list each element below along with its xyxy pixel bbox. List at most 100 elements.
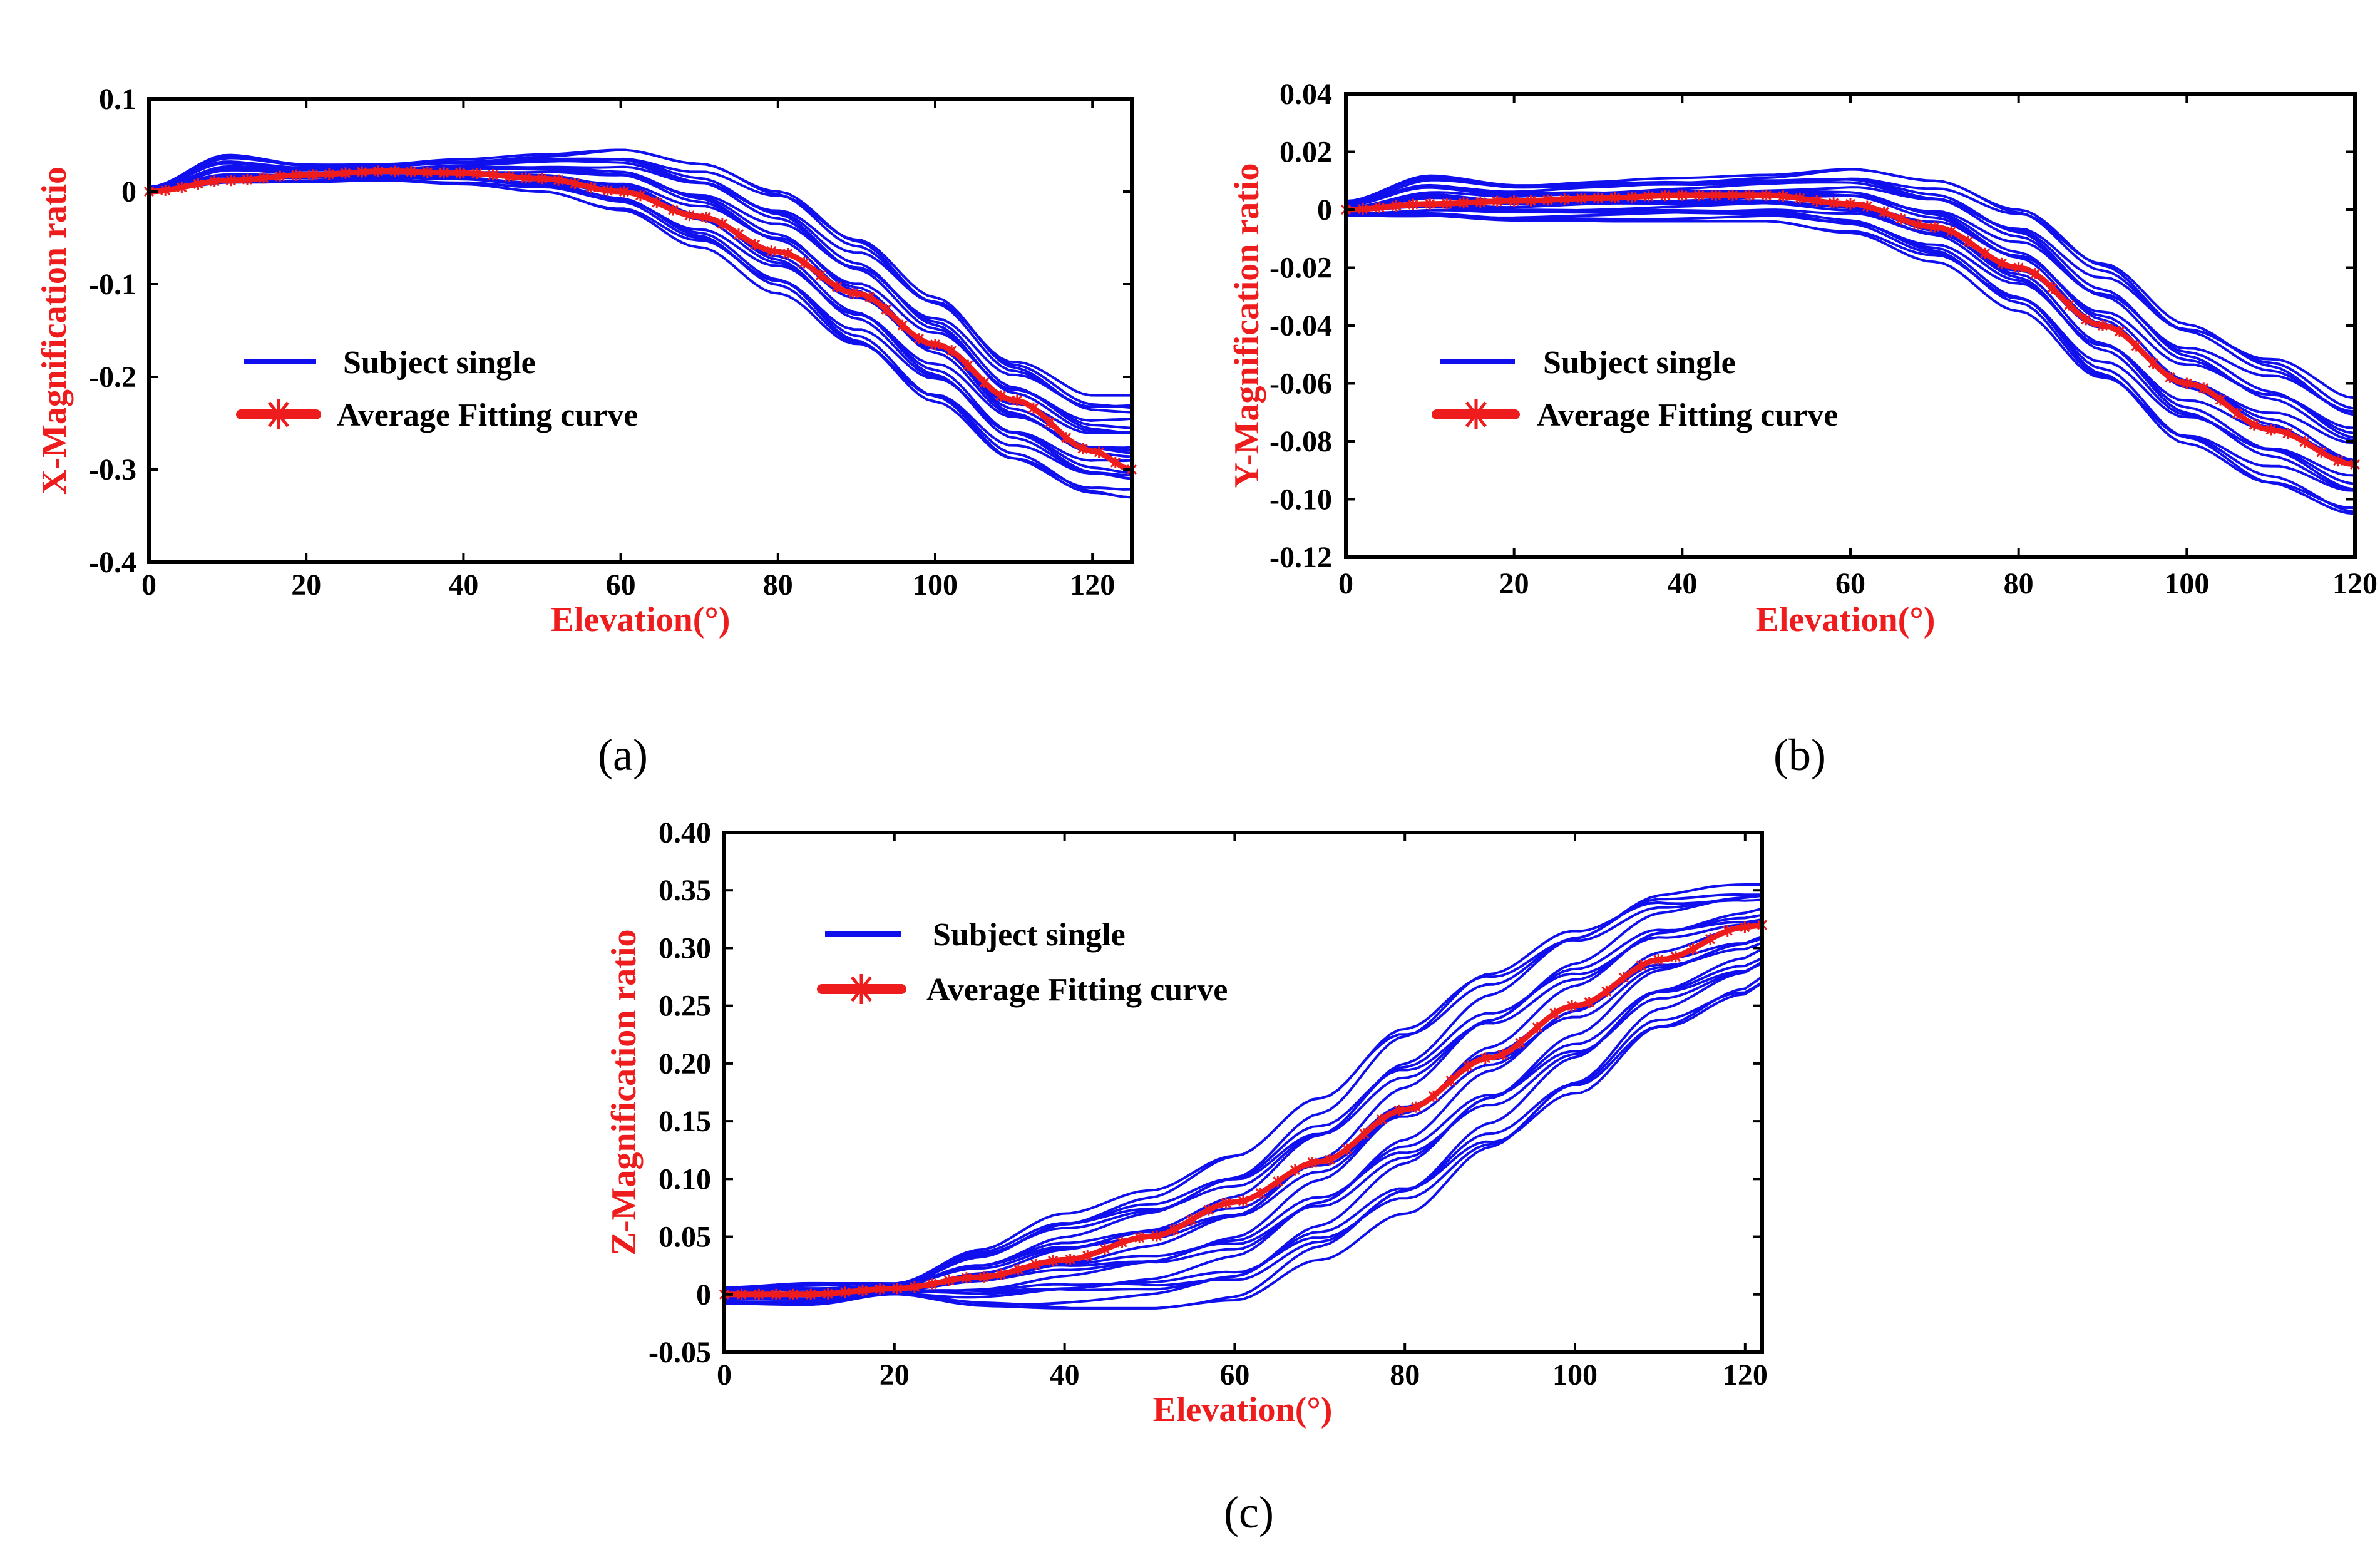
average-marker-c xyxy=(1428,1090,1439,1102)
subject-curve-c-22 xyxy=(724,883,1762,1290)
x-tick-label-c: 0 xyxy=(717,1358,732,1392)
subject-curve-c-2 xyxy=(724,982,1763,1310)
average-marker-a xyxy=(881,304,891,316)
x-tick-label-a: 40 xyxy=(448,568,478,602)
average-marker-a xyxy=(193,178,203,190)
average-marker-a xyxy=(913,333,924,345)
average-marker-b xyxy=(2215,394,2226,406)
average-marker-a xyxy=(373,165,384,177)
average-marker-b xyxy=(1694,189,1705,201)
average-marker-c xyxy=(909,1281,920,1293)
average-marker-b xyxy=(2316,446,2327,458)
average-marker-a xyxy=(1061,432,1072,444)
average-marker-b xyxy=(1711,189,1721,201)
chart-panel-c: 0.400.350.300.250.200.150.100.050-0.050 2… xyxy=(605,816,1768,1537)
average-marker-a xyxy=(995,390,1006,402)
average-marker-b xyxy=(1895,213,1906,225)
chart-panel-a: 0.10-0.1-0.2-0.3-0.40 20 40 60 80 100 120 Elev… xyxy=(35,83,1137,780)
average-marker-c xyxy=(1082,1250,1093,1261)
average-marker-b xyxy=(1963,235,1974,247)
average-marker-a xyxy=(602,185,613,197)
average-marker-a xyxy=(225,175,236,187)
average-marker-a xyxy=(307,169,318,181)
average-marker-c xyxy=(875,1283,885,1295)
average-marker-c xyxy=(1584,997,1594,1008)
average-marker-a xyxy=(864,291,875,303)
average-marker-c xyxy=(1722,925,1733,937)
average-marker-c xyxy=(1186,1214,1197,1226)
average-marker-c xyxy=(1393,1104,1404,1116)
average-marker-c xyxy=(1134,1232,1145,1244)
panel-label-c: (c) xyxy=(1224,1487,1274,1537)
average-marker-a xyxy=(1045,416,1055,428)
average-marker-c xyxy=(1566,1000,1577,1012)
series-layer-b xyxy=(1340,168,2361,515)
average-marker-b xyxy=(2097,320,2108,331)
average-marker-c xyxy=(806,1288,816,1300)
legend-label-subject-a: Subject single xyxy=(343,345,536,381)
y-tick-label-c: 0 xyxy=(696,1278,711,1311)
average-marker-a xyxy=(815,269,826,281)
average-marker-a xyxy=(930,339,941,351)
y-tick-label-c: 0.20 xyxy=(659,1047,711,1080)
average-marker-c xyxy=(1670,951,1681,963)
x-tick-label-b: 0 xyxy=(1338,567,1353,600)
average-marker-a xyxy=(684,210,695,222)
average-marker-b xyxy=(1357,203,1368,215)
subject-curve-c-5 xyxy=(724,957,1763,1303)
average-marker-a xyxy=(406,166,416,178)
average-marker-c xyxy=(771,1288,781,1300)
average-marker-c xyxy=(1151,1230,1162,1242)
average-marker-b xyxy=(1391,200,1402,212)
average-marker-a xyxy=(1110,456,1121,468)
average-marker-b xyxy=(1660,190,1671,202)
average-marker-b xyxy=(1626,191,1637,203)
average-marker-b xyxy=(2198,382,2209,394)
average-marker-c xyxy=(1203,1204,1214,1216)
average-marker-c xyxy=(1377,1113,1387,1125)
legend-label-average-a: Average Fitting curve xyxy=(337,398,638,433)
average-marker-b xyxy=(1559,193,1570,205)
x-tick-label-c: 40 xyxy=(1050,1358,1080,1392)
average-marker-c xyxy=(1169,1224,1179,1236)
average-marker-a xyxy=(209,175,220,187)
x-tick-label-b: 100 xyxy=(2164,567,2209,600)
x-axis-label-a: Elevation(°) xyxy=(551,600,731,639)
average-marker-c xyxy=(1618,972,1629,983)
x-tick-label-b: 20 xyxy=(1499,567,1529,600)
subject-curve-b-13 xyxy=(1345,190,2356,444)
average-marker-b xyxy=(2064,299,2075,311)
average-marker-b xyxy=(2131,340,2141,352)
average-marker-a xyxy=(1077,443,1088,454)
ticks-layer-a: 0.10-0.1-0.2-0.3-0.40 20 40 60 80 100 120 xyxy=(89,83,1132,602)
average-marker-b xyxy=(2081,314,2091,326)
average-marker-a xyxy=(160,185,171,197)
average-marker-a xyxy=(848,287,859,299)
average-marker-c xyxy=(1636,960,1646,972)
subject-curve-c-14 xyxy=(724,913,1763,1296)
series-layer-a xyxy=(143,148,1137,499)
average-marker-c xyxy=(823,1288,833,1300)
average-marker-b xyxy=(1795,192,1805,204)
average-marker-c xyxy=(1463,1060,1474,1072)
x-tick-label-a: 0 xyxy=(141,568,156,602)
y-axis-label-a: X-Magnification ratio xyxy=(35,167,74,495)
average-marker-c xyxy=(736,1288,747,1300)
plot-frame-c xyxy=(722,831,1764,1354)
average-marker-c xyxy=(1445,1075,1456,1087)
y-tick-label-c: 0.15 xyxy=(659,1105,711,1138)
average-marker-a xyxy=(766,245,777,257)
average-marker-c xyxy=(944,1275,955,1286)
y-axis-label-b: Y-Magnification ratio xyxy=(1228,163,1266,488)
y-tick-label-b: -0.08 xyxy=(1270,425,1332,458)
average-marker-a xyxy=(618,186,629,198)
average-marker-b xyxy=(1979,247,1990,259)
y-axis-label-c: Z-Magnification ratio xyxy=(605,929,644,1255)
average-marker-b xyxy=(2047,282,2058,294)
y-tick-label-c: 0.05 xyxy=(659,1221,711,1254)
average-marker-c xyxy=(1030,1258,1041,1270)
average-marker-c xyxy=(1099,1243,1110,1255)
subject-curve-c-1 xyxy=(724,981,1763,1310)
subject-curve-c-19 xyxy=(724,893,1763,1292)
average-marker-c xyxy=(1688,943,1698,955)
